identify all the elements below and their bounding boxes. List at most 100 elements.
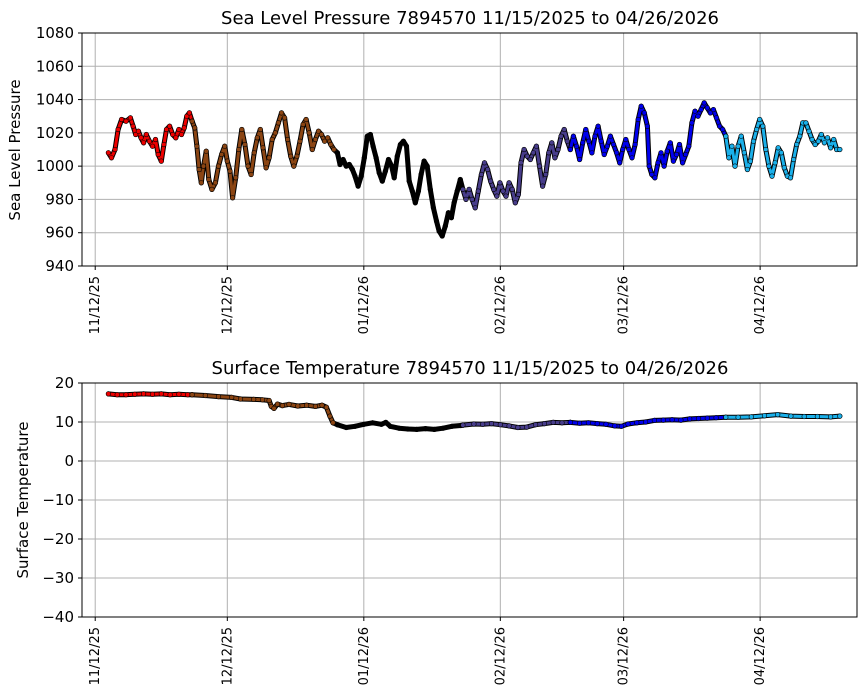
pressure-data-point: [726, 155, 732, 161]
temperature-data-point: [704, 415, 710, 421]
pressure-data-point: [589, 150, 595, 156]
pressure-data-point: [763, 146, 769, 153]
pressure-data-point: [385, 156, 392, 163]
pressure-data-point: [224, 158, 230, 164]
pressure-data-point: [334, 150, 341, 156]
temperature-data-point: [687, 416, 693, 422]
pressure-data-point: [658, 150, 664, 156]
temperature-data-point: [440, 425, 446, 431]
pressure-data-point: [716, 123, 723, 129]
temperature-data-point: [550, 419, 556, 426]
pressure-data-point: [421, 158, 427, 164]
temperature-data-point: [396, 425, 402, 431]
pressure-data-point: [373, 155, 379, 161]
temperature-data-point: [431, 426, 437, 433]
temperature-data-point: [497, 422, 503, 428]
pressure-data-point: [729, 143, 735, 149]
temperature-data-point: [334, 422, 341, 428]
pressure-data-point: [485, 166, 491, 173]
temperature-data-point: [480, 421, 486, 427]
temperature-y-tick-label: −20: [42, 530, 74, 548]
pressure-data-point: [155, 151, 161, 158]
pressure-data-point: [707, 110, 714, 116]
pressure-x-tick-label: 01/12/26: [357, 276, 372, 334]
pressure-data-point: [469, 196, 475, 202]
pressure-data-point: [209, 186, 215, 192]
pressure-data-point: [325, 135, 331, 141]
temperature-data-point: [323, 404, 330, 410]
pressure-data-point: [695, 113, 701, 119]
pressure-data-point: [263, 165, 269, 171]
pressure-data-point: [533, 143, 540, 149]
temperature-data-point: [105, 391, 111, 397]
pressure-data-point: [837, 146, 843, 153]
temperature-data-point: [274, 401, 281, 407]
pressure-data-point: [552, 155, 558, 161]
temperature-data-point: [422, 426, 429, 432]
pressure-data-point: [257, 126, 263, 133]
pressure-data-point: [167, 123, 173, 129]
temperature-data-point: [141, 391, 147, 397]
pressure-data-point: [340, 156, 346, 163]
temperature-data-point: [576, 420, 583, 426]
pressure-data-point: [143, 131, 149, 138]
pressure-data-point: [460, 186, 466, 192]
pressure-data-point: [595, 123, 601, 129]
temperature-data-point: [259, 397, 266, 403]
temperature-data-point: [559, 420, 565, 426]
pressure-data-point: [573, 143, 580, 149]
pressure-data-point: [230, 195, 236, 201]
pressure-data-point: [135, 128, 141, 134]
temperature-data-point: [158, 391, 164, 397]
pressure-data-point: [457, 176, 463, 183]
pressure-data-point: [530, 150, 536, 156]
pressure-data-point: [549, 140, 555, 146]
pressure-data-point: [367, 131, 374, 138]
pressure-data-point: [376, 170, 382, 176]
temperature-data-point: [361, 421, 367, 427]
pressure-data-point: [466, 186, 472, 192]
temperature-data-point: [775, 412, 781, 418]
pressure-data-point: [303, 116, 309, 123]
temperature-x-tick-label: 04/12/26: [753, 627, 768, 685]
temperature-data-point: [642, 419, 649, 425]
temperature-data-point: [541, 421, 548, 427]
pressure-data-point: [112, 146, 118, 153]
pressure-data-point: [561, 126, 567, 133]
temperature-data-point: [515, 424, 521, 431]
pressure-data-point: [676, 141, 683, 148]
temperature-data-point: [279, 403, 286, 409]
pressure-data-point: [331, 146, 337, 153]
pressure-data-point: [524, 153, 530, 159]
pressure-data-point: [790, 156, 797, 163]
pressure-data-point: [567, 146, 573, 153]
pressure-data-point: [178, 131, 185, 138]
pressure-data-point: [601, 151, 607, 158]
pressure-data-point: [683, 151, 689, 158]
pressure-data-point: [497, 180, 503, 186]
temperature-data-point: [229, 394, 235, 401]
pressure-data-point: [558, 133, 564, 139]
pressure-data-point: [518, 160, 524, 166]
pressure-data-point: [491, 186, 497, 192]
pressure-data-point: [328, 141, 334, 148]
pressure-data-point: [400, 138, 407, 144]
pressure-data-point: [173, 135, 179, 141]
temperature-y-tick-label: −40: [42, 608, 74, 626]
temperature-y-tick-label: 20: [55, 374, 74, 392]
temperature-data-point: [471, 421, 477, 427]
temperature-data-point: [524, 424, 530, 430]
pressure-data-point: [613, 150, 620, 156]
temperature-data-point: [567, 419, 573, 426]
pressure-data-point: [503, 193, 509, 199]
pressure-data-point: [509, 186, 515, 192]
pressure-data-point: [772, 160, 778, 166]
pressure-data-point: [275, 120, 282, 126]
temperature-data-point: [132, 391, 138, 397]
pressure-data-point: [189, 118, 195, 124]
pressure-y-tick-label: 980: [45, 190, 74, 208]
pressure-y-tick-label: 1000: [36, 157, 74, 175]
pressure-data-point: [337, 161, 343, 168]
pressure-data-point: [266, 155, 272, 161]
pressure-data-point: [418, 171, 424, 178]
